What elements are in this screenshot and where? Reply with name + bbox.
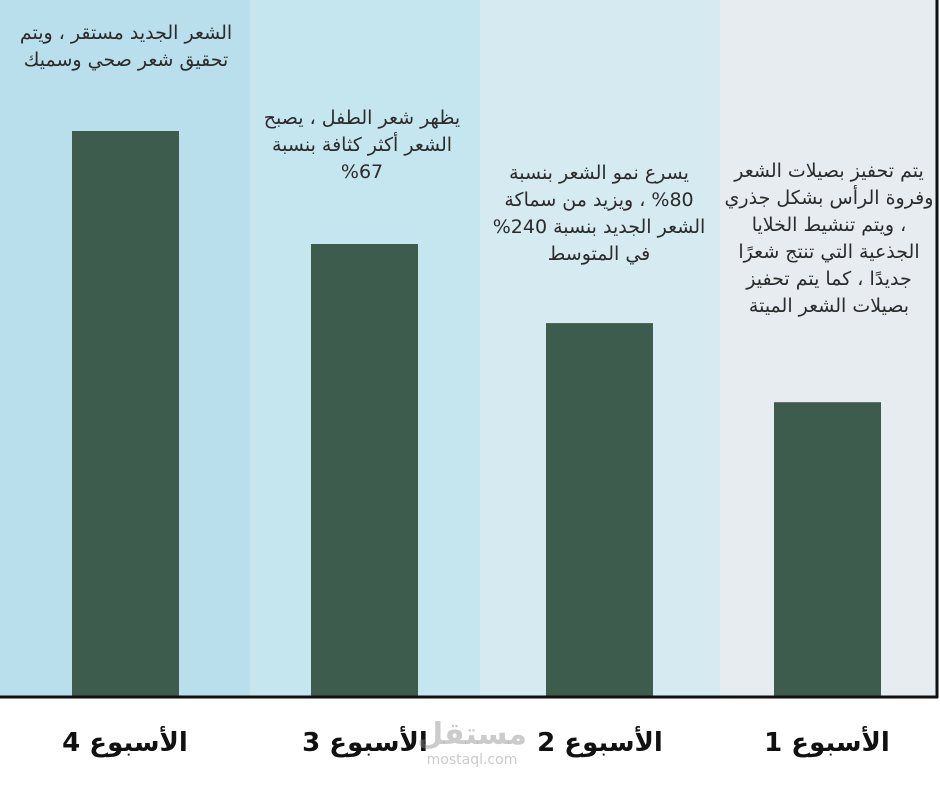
x-tick-label-week-2: الأسبوع 2 <box>537 728 663 758</box>
annotation-week-4: الشعر الجديد مستقر ، ويتم تحقيق شعر صحي … <box>19 22 233 71</box>
bar-2 <box>311 244 418 696</box>
bar-1 <box>72 131 179 696</box>
annotation-week-3: يظهر شعر الطفل ، يصبح الشعر أكثر كثافة ب… <box>263 107 461 183</box>
annotation-week-2: يسرع نمو الشعر بنسبة 80% ، ويزيد من سماك… <box>492 162 706 265</box>
x-tick-label-week-4: الأسبوع 4 <box>62 728 188 758</box>
x-tick-label-week-1: الأسبوع 1 <box>764 728 890 758</box>
annotation-week-1: يتم تحفيز بصيلات الشعر وفروة الرأس بشكل … <box>724 160 934 317</box>
bar-4 <box>774 402 881 696</box>
x-tick-label-week-3: الأسبوع 3 <box>302 728 428 758</box>
bar-3 <box>546 323 653 696</box>
